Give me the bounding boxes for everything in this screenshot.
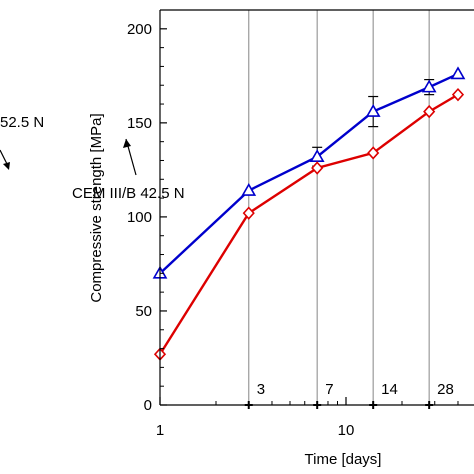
series-0-point: [309, 149, 325, 163]
annotation-52-5n: 52.5 N: [0, 114, 44, 131]
series-0-point: [365, 103, 381, 117]
series-1-line: [158, 93, 459, 355]
annotation-arrowhead-52-5n: [3, 162, 10, 170]
series-1-point: [242, 206, 255, 220]
y-tick-label-150: 150: [127, 115, 152, 132]
series-0-point: [450, 66, 466, 80]
axes-layer: 0 50 100 150 200 1 10 3 7 14 28 Time [days] Compress…: [88, 9, 474, 468]
y-axis-title: Compressive strength [MPa]: [88, 113, 105, 302]
annotation-arrowhead-cem-iii: [123, 139, 131, 148]
annotation-layer: CEM III/B 42.5 N 52.5 N: [0, 114, 185, 202]
y-tick-label-100: 100: [127, 209, 152, 226]
annotation-cem-iii: CEM III/B 42.5 N: [72, 185, 185, 202]
age-marker-label-28: 28: [437, 381, 454, 398]
series-0-point: [241, 182, 257, 196]
series-1-point: [367, 146, 380, 160]
series-layer: [152, 66, 466, 361]
series-1-point: [423, 104, 436, 119]
age-marker-label-14: 14: [381, 381, 398, 398]
grid-layer: [248, 10, 430, 405]
y-tick-label-50: 50: [135, 303, 152, 320]
series-1-point: [311, 161, 324, 175]
y-tick-label-0: 0: [144, 397, 152, 414]
series-1-point: [451, 87, 465, 102]
age-marker-label-3: 3: [257, 381, 265, 398]
series-0-line: [159, 72, 459, 275]
y-tick-label-200: 200: [127, 21, 152, 38]
x-tick-label-1: 1: [156, 422, 164, 439]
age-marker-label-7: 7: [325, 381, 333, 398]
x-axis-title: Time [days]: [305, 451, 382, 468]
x-tick-label-10: 10: [338, 422, 355, 439]
series-0-point: [421, 79, 437, 93]
